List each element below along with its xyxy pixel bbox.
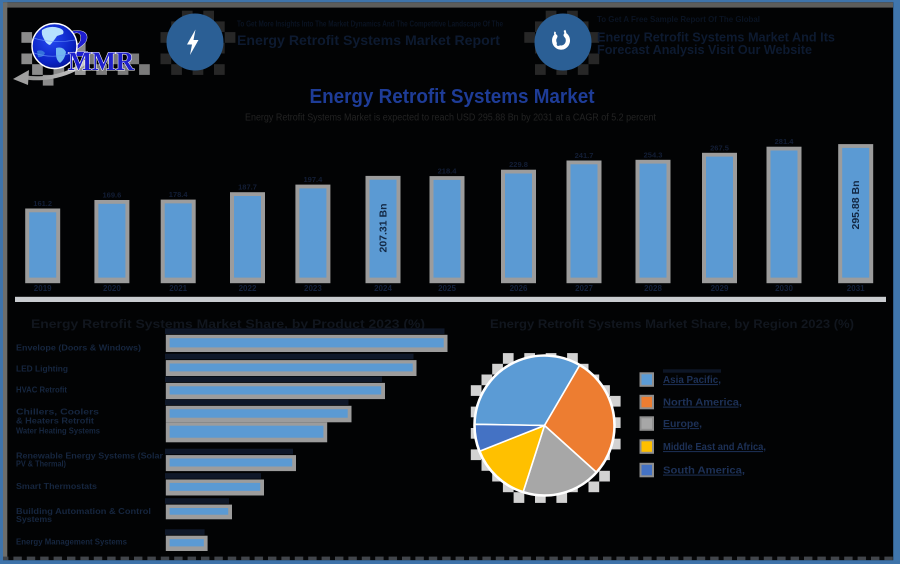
svg-text:PV & Thermal): PV & Thermal) [16,459,66,469]
svg-text:187.7: 187.7 [238,183,257,192]
svg-text:Smart Thermostats: Smart Thermostats [16,481,97,491]
svg-text:207.31 Bn: 207.31 Bn [378,203,390,252]
svg-text:Energy Retrofit Systems Market: Energy Retrofit Systems Market [310,86,595,108]
svg-text:Forecast Analysis Visit Our We: Forecast Analysis Visit Our Website [597,43,812,57]
svg-text:2030: 2030 [775,284,793,293]
svg-text:Asia Pacific,: Asia Pacific, [663,375,721,386]
svg-text:Europe,: Europe, [663,419,702,430]
svg-text:Energy Retrofit Systems Market: Energy Retrofit Systems Market Share, by… [490,317,854,331]
svg-text:LED Lighting: LED Lighting [16,364,68,374]
svg-text:2026: 2026 [510,284,528,293]
svg-text:2023: 2023 [304,284,322,293]
svg-text:Energy Retrofit Systems Market: Energy Retrofit Systems Market And Its [597,31,835,45]
svg-text:2022: 2022 [239,284,257,293]
svg-text:& Heaters Retrofit: & Heaters Retrofit [16,415,94,425]
svg-text:254.3: 254.3 [644,150,663,159]
svg-text:197.4: 197.4 [304,175,324,184]
svg-text:Water Heating Systems: Water Heating Systems [16,426,100,436]
svg-text:241.7: 241.7 [575,151,594,160]
svg-text:To Get A Free Sample Report Of: To Get A Free Sample Report Of The Globa… [597,14,760,24]
svg-text:169.6: 169.6 [103,191,122,200]
svg-text:South America,: South America, [663,466,745,477]
svg-text:295.88 Bn: 295.88 Bn [850,180,862,229]
svg-text:Middle East and Africa,: Middle East and Africa, [663,442,766,453]
svg-text:178.4: 178.4 [169,190,189,199]
svg-text:Systems: Systems [16,514,52,524]
svg-text:North America,: North America, [663,398,742,409]
svg-text:2019: 2019 [34,284,52,293]
svg-text:229.8: 229.8 [509,160,528,169]
svg-text:218.4: 218.4 [438,167,458,176]
svg-text:281.4: 281.4 [775,137,795,146]
svg-text:2024: 2024 [374,284,392,293]
svg-text:161.2: 161.2 [33,199,52,208]
svg-text:Renewable Energy Systems (Sola: Renewable Energy Systems (Solar [16,451,164,461]
svg-text:MMR: MMR [68,47,134,76]
svg-text:2027: 2027 [575,284,593,293]
svg-text:Envelope (Doors & Windows): Envelope (Doors & Windows) [16,343,141,353]
svg-text:To Get More Insights Into The: To Get More Insights Into The Market Dyn… [237,19,503,29]
svg-text:2020: 2020 [103,284,121,293]
svg-text:Energy Management Systems: Energy Management Systems [16,537,127,547]
svg-text:HVAC Retrofit: HVAC Retrofit [16,385,67,395]
svg-text:Energy Retrofit Systems Market: Energy Retrofit Systems Market is expect… [245,113,656,124]
svg-text:2025: 2025 [438,284,456,293]
svg-text:2021: 2021 [169,284,187,293]
svg-text:2029: 2029 [711,284,729,293]
svg-text:Building Automation & Control: Building Automation & Control [16,506,151,516]
svg-text:Energy Retrofit Systems Market: Energy Retrofit Systems Market Report [237,32,500,48]
svg-text:Energy Retrofit Systems Market: Energy Retrofit Systems Market Share, by… [31,317,425,331]
svg-text:2031: 2031 [847,284,865,293]
svg-text:2028: 2028 [644,284,662,293]
svg-text:Chillers, Coolers: Chillers, Coolers [16,407,99,417]
svg-text:267.5: 267.5 [710,143,729,152]
